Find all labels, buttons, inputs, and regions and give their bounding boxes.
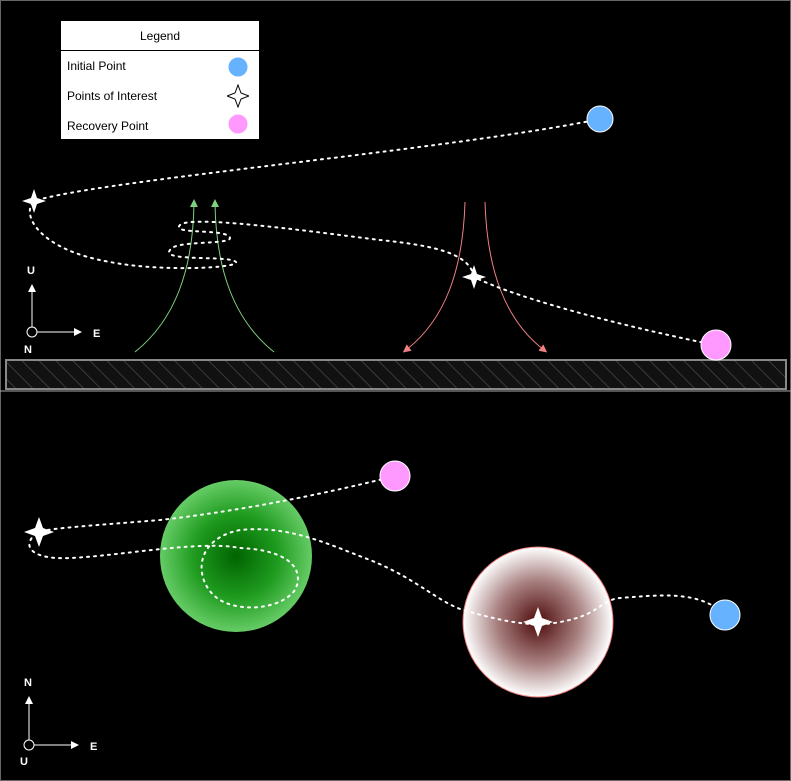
legend-box: Legend Initial Point Points of Interest … <box>60 20 260 140</box>
top-poi-star-2 <box>523 607 553 637</box>
top-poi-star-1 <box>24 517 54 547</box>
downdraft-arrow-right <box>484 201 548 353</box>
legend-label-recovery-point: Recovery Point <box>67 119 149 133</box>
side-poi-star-2 <box>462 265 486 289</box>
star-icon <box>227 84 249 108</box>
ground-strip <box>5 359 787 390</box>
top-axis-out-label: U <box>20 756 28 768</box>
updraft-arrow-left <box>134 199 198 353</box>
side-view-panel: U E N <box>5 105 787 390</box>
top-recovery-point <box>379 460 411 492</box>
legend-label-initial-point: Initial Point <box>67 59 126 73</box>
side-poi-star-1 <box>22 189 46 213</box>
legend-label-points-of-interest: Points of Interest <box>67 89 158 103</box>
side-axis-up-label: U <box>27 265 35 277</box>
side-recovery-point <box>700 329 732 361</box>
updraft-zone <box>160 480 312 632</box>
side-axis-east-label: E <box>93 328 100 340</box>
updraft-arrow-right <box>211 199 275 353</box>
top-flight-path <box>28 475 726 626</box>
pink-circle-icon <box>227 113 249 135</box>
top-axis-north-label: N <box>24 677 32 689</box>
side-axis-indicator: U E N <box>24 265 100 356</box>
top-view-panel: N E U <box>20 460 741 768</box>
side-axis-out-label: N <box>24 344 32 356</box>
top-initial-point <box>709 599 741 631</box>
top-axis-indicator: N E U <box>20 677 97 768</box>
side-flight-path <box>28 118 716 346</box>
blue-circle-icon <box>227 56 249 78</box>
top-axis-east-label: E <box>90 741 97 753</box>
side-initial-point <box>586 105 614 133</box>
downdraft-arrow-left <box>402 201 466 353</box>
legend-title: Legend <box>61 21 259 51</box>
